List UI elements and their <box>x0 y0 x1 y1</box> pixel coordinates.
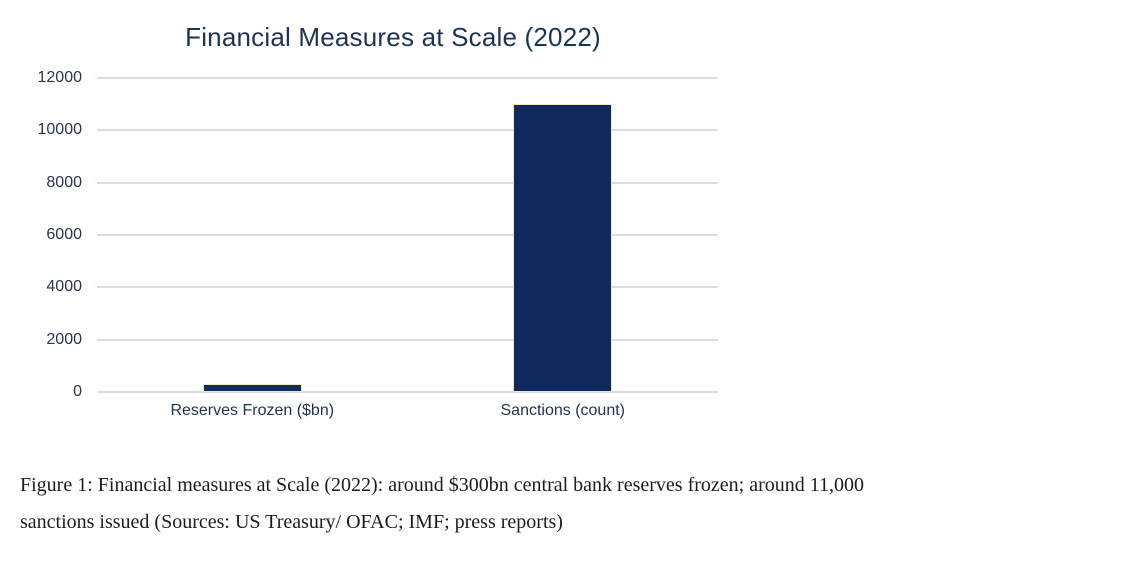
gridline-10000 <box>97 129 718 132</box>
gridline-4000 <box>97 286 718 289</box>
x-axis: Reserves Frozen ($bn) Sanctions (count) <box>97 401 718 423</box>
gridline-8000 <box>97 181 718 184</box>
y-tick-label-12000: 12000 <box>37 69 83 86</box>
gridline-2000 <box>97 338 718 341</box>
y-tick-label-0: 0 <box>73 383 82 400</box>
bar-sanctions-count <box>513 104 613 392</box>
y-tick-label-6000: 6000 <box>46 226 82 243</box>
figure-caption-line-2: sanctions issued (Sources: US Treasury/ … <box>20 511 563 533</box>
gridline-12000 <box>97 77 718 79</box>
y-axis: 0 2000 4000 6000 8000 10000 12000 <box>18 69 83 400</box>
chart-title: Financial Measures at Scale (2022) <box>185 22 601 52</box>
figure-caption-line-1: Figure 1: Financial measures at Scale (2… <box>20 474 864 496</box>
gridline-6000 <box>97 234 718 236</box>
y-tick-label-4000: 4000 <box>46 278 82 296</box>
gridline-0 <box>97 391 718 393</box>
y-tick-label-8000: 8000 <box>46 173 82 191</box>
x-category-label-2: Sanctions (count) <box>500 402 626 419</box>
bar-reserves-frozen-bn <box>202 384 302 392</box>
y-tick-label-2000: 2000 <box>46 330 82 348</box>
x-category-label-1: Reserves Frozen ($bn) <box>170 402 335 419</box>
figure-caption: Figure 1: Financial measures at Scale (2… <box>20 467 1100 541</box>
y-tick-label-10000: 10000 <box>37 121 83 139</box>
plot-area <box>97 77 718 393</box>
